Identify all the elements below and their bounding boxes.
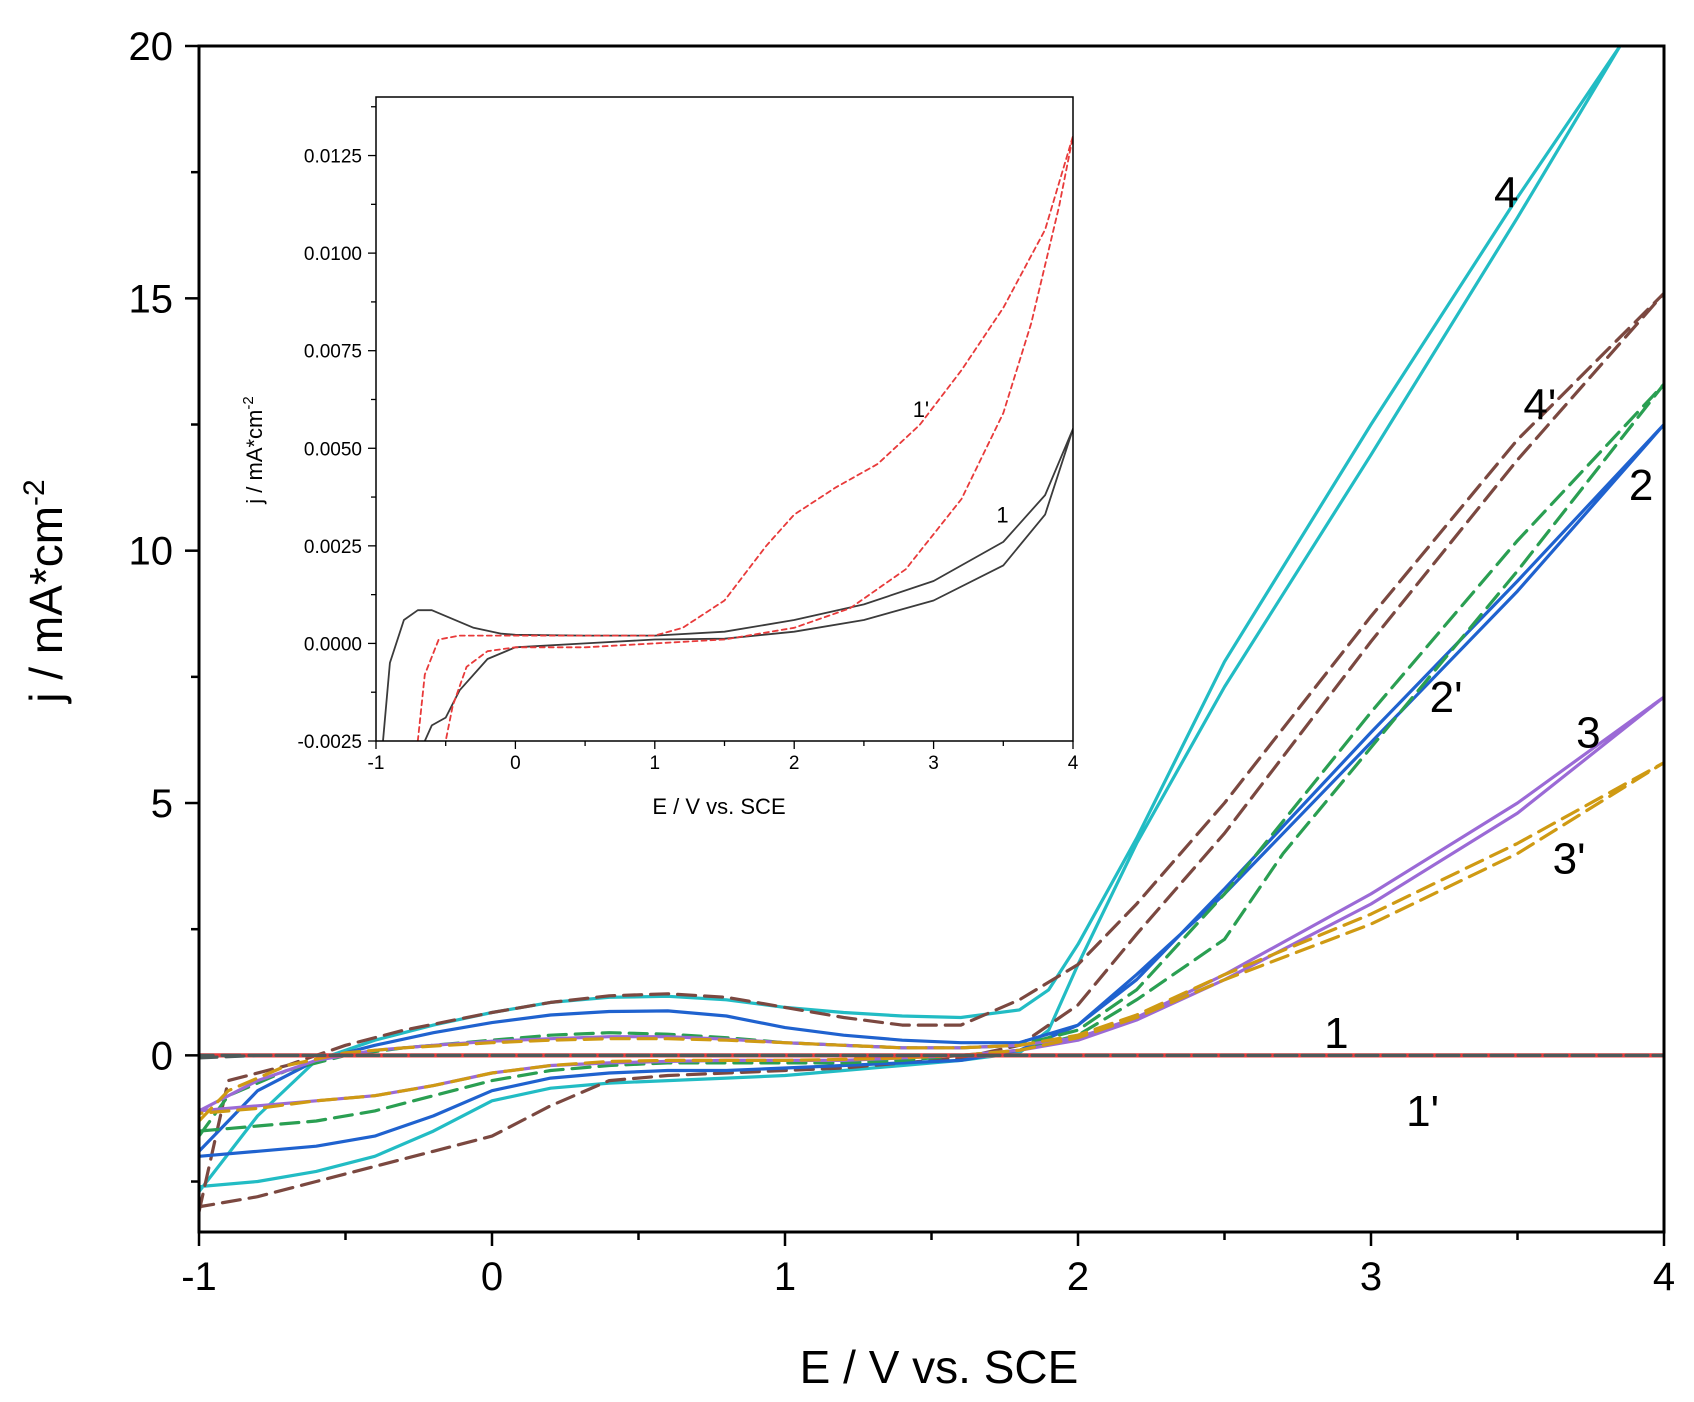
inset-background xyxy=(376,97,1073,741)
main-series-2 xyxy=(199,422,1664,1158)
inset-y-tick-label: 0.0000 xyxy=(304,634,362,655)
inset-x-tick-label: 2 xyxy=(789,753,800,774)
main-series-4prime xyxy=(199,291,1664,1214)
main-curve-label-3prime: 3' xyxy=(1553,835,1586,884)
inset-series-1prime xyxy=(416,135,1073,741)
inset-y-tick-label: -0.0025 xyxy=(298,732,362,753)
main-y-tick-label: 10 xyxy=(129,530,174,574)
inset-y-axis-title-base: j / mA*cm xyxy=(242,410,267,505)
main-y-tick-label: 0 xyxy=(151,1034,173,1078)
inset-y-tick-label: 0.0050 xyxy=(304,439,362,460)
main-curve-label-3: 3 xyxy=(1576,709,1600,758)
main-y-axis-title-base: j / mA*cm xyxy=(20,506,72,705)
main-x-tick-label: -1 xyxy=(181,1255,217,1299)
main-curve-label-1: 1 xyxy=(1324,1009,1348,1058)
main-y-tick-label: 20 xyxy=(129,25,174,69)
inset-series-1 xyxy=(382,427,1073,741)
inset-curve-label-1: 1 xyxy=(996,502,1008,527)
inset-x-tick-label: 3 xyxy=(928,753,939,774)
main-x-axis-title: E / V vs. SCE xyxy=(800,1341,1079,1393)
inset-chart: -1 0 1 2 3 4 -0.0025 0.0000 0.0025 0.0050 0.0075 0.… xyxy=(240,96,1079,819)
main-series-3prime xyxy=(199,761,1664,1123)
main-x-tick-label: 2 xyxy=(1067,1255,1089,1299)
main-series-2prime xyxy=(199,382,1664,1138)
main-y-tick-label: 15 xyxy=(129,277,174,321)
inset-y-tick-label: 0.0075 xyxy=(304,342,362,363)
main-curve-label-4: 4 xyxy=(1494,168,1518,217)
inset-x-tick-label: 4 xyxy=(1068,753,1079,774)
main-curve-label-2: 2 xyxy=(1629,461,1653,510)
main-x-tick-label: 0 xyxy=(481,1255,503,1299)
inset-x-tick-label: 1 xyxy=(650,753,661,774)
inset-y-tick-label: 0.0025 xyxy=(304,537,362,558)
main-x-tick-label: 1 xyxy=(774,1255,796,1299)
inset-curve-label-1prime: 1' xyxy=(913,397,929,422)
main-series-1prime xyxy=(199,1053,1664,1060)
inset-axes: -1 0 1 2 3 4 -0.0025 0.0000 0.0025 0.0050 0.0075 0.… xyxy=(298,96,1079,774)
main-curve-label-4prime: 4' xyxy=(1523,380,1556,429)
main-x-tick-label: 4 xyxy=(1653,1255,1675,1299)
main-y-axis-title-sup: -2 xyxy=(18,479,51,506)
main-curve-label-2prime: 2' xyxy=(1430,673,1463,722)
main-curve-label-1prime: 1' xyxy=(1406,1087,1439,1136)
main-curve-labels: 4 4' 2 2' 3 3' 1 1' xyxy=(1324,168,1653,1136)
main-series-layer xyxy=(199,46,1664,1214)
inset-y-axis-title: j / mA*cm-2 xyxy=(240,396,267,504)
inset-curve-labels: 1' 1 xyxy=(913,397,1009,527)
inset-series-layer xyxy=(382,135,1073,741)
main-y-tick-label: 5 xyxy=(151,782,173,826)
inset-y-tick-label: 0.0125 xyxy=(304,147,362,168)
inset-x-axis-title: E / V vs. SCE xyxy=(652,794,785,819)
inset-x-tick-label: 0 xyxy=(510,753,521,774)
main-x-tick-label: 3 xyxy=(1360,1255,1382,1299)
inset-y-axis-title-sup: -2 xyxy=(240,396,257,409)
main-y-axis-title: j / mA*cm-2 xyxy=(18,479,72,704)
inset-x-tick-label: -1 xyxy=(368,753,385,774)
inset-y-tick-label: 0.0100 xyxy=(304,244,362,265)
